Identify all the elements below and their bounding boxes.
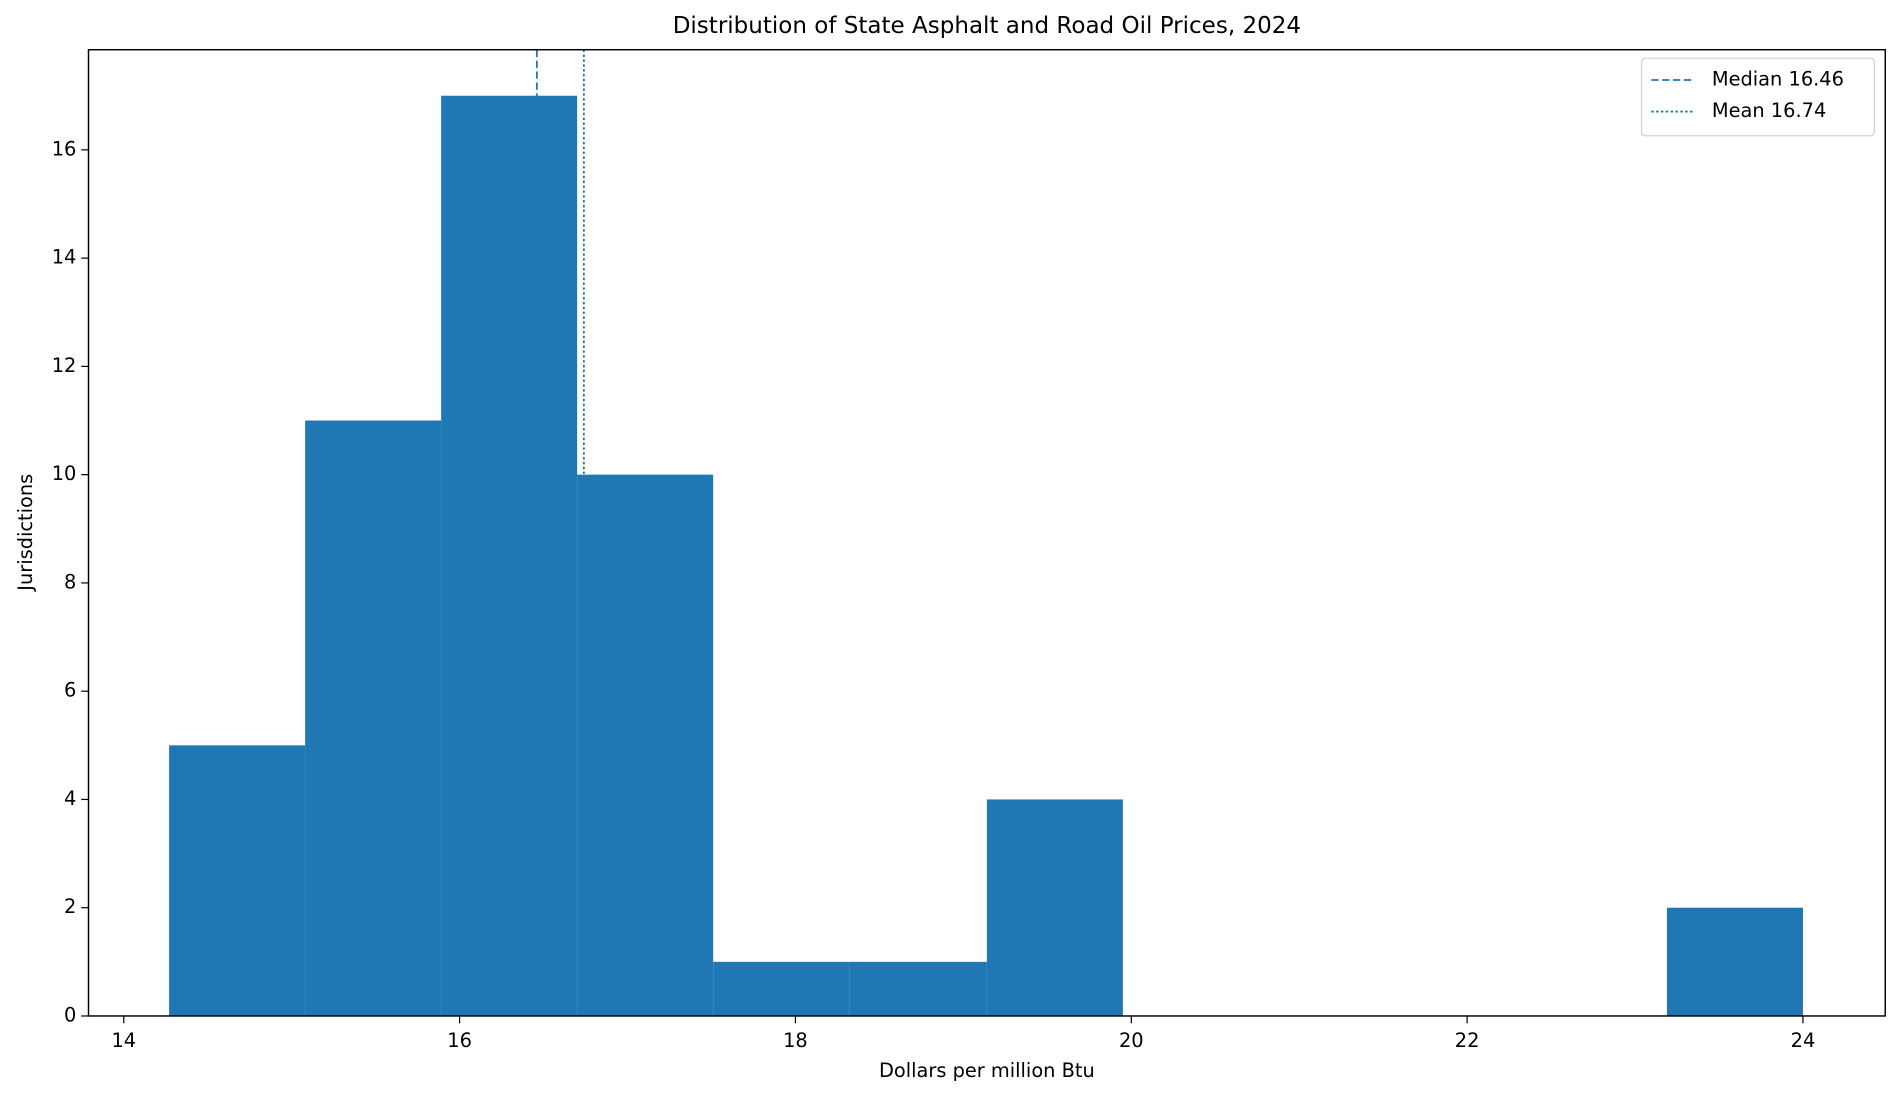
y-tick-label: 6 — [64, 679, 76, 702]
y-tick-label: 16 — [52, 137, 77, 160]
plot-frame — [87, 48, 1886, 1017]
bar — [1666, 907, 1803, 1016]
x-tick-label: 22 — [1455, 1029, 1480, 1052]
bar — [577, 474, 714, 1016]
bar — [986, 799, 1123, 1016]
bar — [169, 745, 306, 1016]
y-tick-label: 14 — [52, 246, 77, 269]
bar — [713, 961, 850, 1016]
legend-label: Median 16.46 — [1712, 68, 1844, 91]
bar — [441, 95, 578, 1016]
x-axis-label: Dollars per million Btu — [879, 1059, 1095, 1082]
chart-title: Distribution of State Asphalt and Road O… — [673, 13, 1301, 39]
y-tick-label: 10 — [52, 462, 77, 485]
x-tick-label: 16 — [447, 1029, 472, 1052]
y-tick-label: 8 — [64, 570, 76, 593]
x-tick-label: 14 — [111, 1029, 136, 1052]
y-tick-label: 4 — [64, 787, 76, 810]
y-axis-label: Jurisdictions — [14, 474, 37, 592]
legend-label: Mean 16.74 — [1712, 99, 1826, 122]
y-tick-label: 2 — [64, 895, 76, 918]
legend-box — [1640, 57, 1875, 137]
bar — [305, 420, 442, 1016]
y-tick-label: 12 — [52, 354, 77, 377]
x-tick-label: 18 — [783, 1029, 808, 1052]
x-tick-label: 20 — [1119, 1029, 1144, 1052]
y-tick-label: 0 — [64, 1003, 76, 1026]
bar — [849, 961, 987, 1016]
x-tick-label: 24 — [1791, 1029, 1816, 1052]
